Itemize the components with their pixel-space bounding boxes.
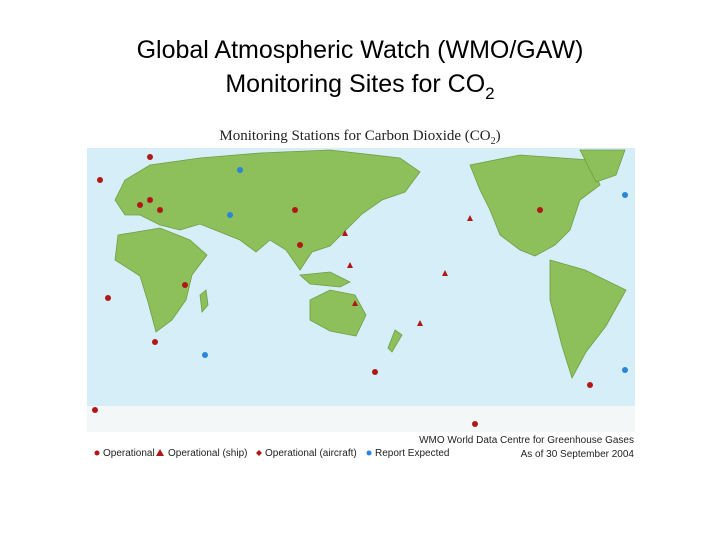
heading-subscript: 2 [491,136,496,147]
legend-label: Operational (ship) [168,448,247,459]
station [157,207,163,213]
ship-station [417,320,423,326]
station [92,407,98,413]
station [152,339,158,345]
station [182,282,188,288]
legend-symbol [94,450,100,456]
australia [309,289,367,337]
madagascar [199,289,209,313]
station [202,352,208,358]
station [227,212,233,218]
legend-symbol [256,450,262,456]
new-zealand [387,329,403,353]
indonesia [299,271,351,288]
antarctica [87,406,635,432]
date: As of 30 September 2004 [521,449,635,460]
eurasia [114,149,421,271]
station [137,202,143,208]
ship-station [347,262,353,268]
station [587,382,593,388]
credit: WMO World Data Centre for Greenhouse Gas… [419,435,634,446]
legend-label: Operational (aircraft) [265,448,357,459]
station [147,154,153,160]
south-america [549,259,627,380]
map [87,148,635,432]
station-markers [92,154,628,427]
ship-station [442,270,448,276]
legend-symbol [156,449,164,456]
title-text: Monitoring Sites for CO [225,70,485,98]
station [97,177,103,183]
heading-text: Monitoring Stations for Carbon Dioxide (… [219,128,490,144]
station [472,421,478,427]
map-legend: Operational Operational (ship) Operation… [87,432,635,462]
station [537,207,543,213]
title-line2: Monitoring Sites for CO2 [225,70,494,103]
africa [114,227,208,333]
station [147,197,153,203]
station [297,242,303,248]
station [622,192,628,198]
ship-station [467,215,473,221]
station [622,367,628,373]
ship-station [342,230,348,236]
station [237,167,243,173]
title-subscript: 2 [485,84,494,103]
greenland [579,149,626,183]
map-heading: Monitoring Stations for Carbon Dioxide (… [219,128,500,147]
title-line1: Global Atmospheric Watch (WMO/GAW) [137,36,584,64]
legend-label: Operational [103,448,155,459]
station [372,369,378,375]
station [292,207,298,213]
ship-station [352,300,358,306]
legend-label: Report Expected [375,448,450,459]
legend-box [87,432,635,462]
station [105,295,111,301]
legend-symbol [366,450,372,456]
heading-end: ) [496,128,501,144]
